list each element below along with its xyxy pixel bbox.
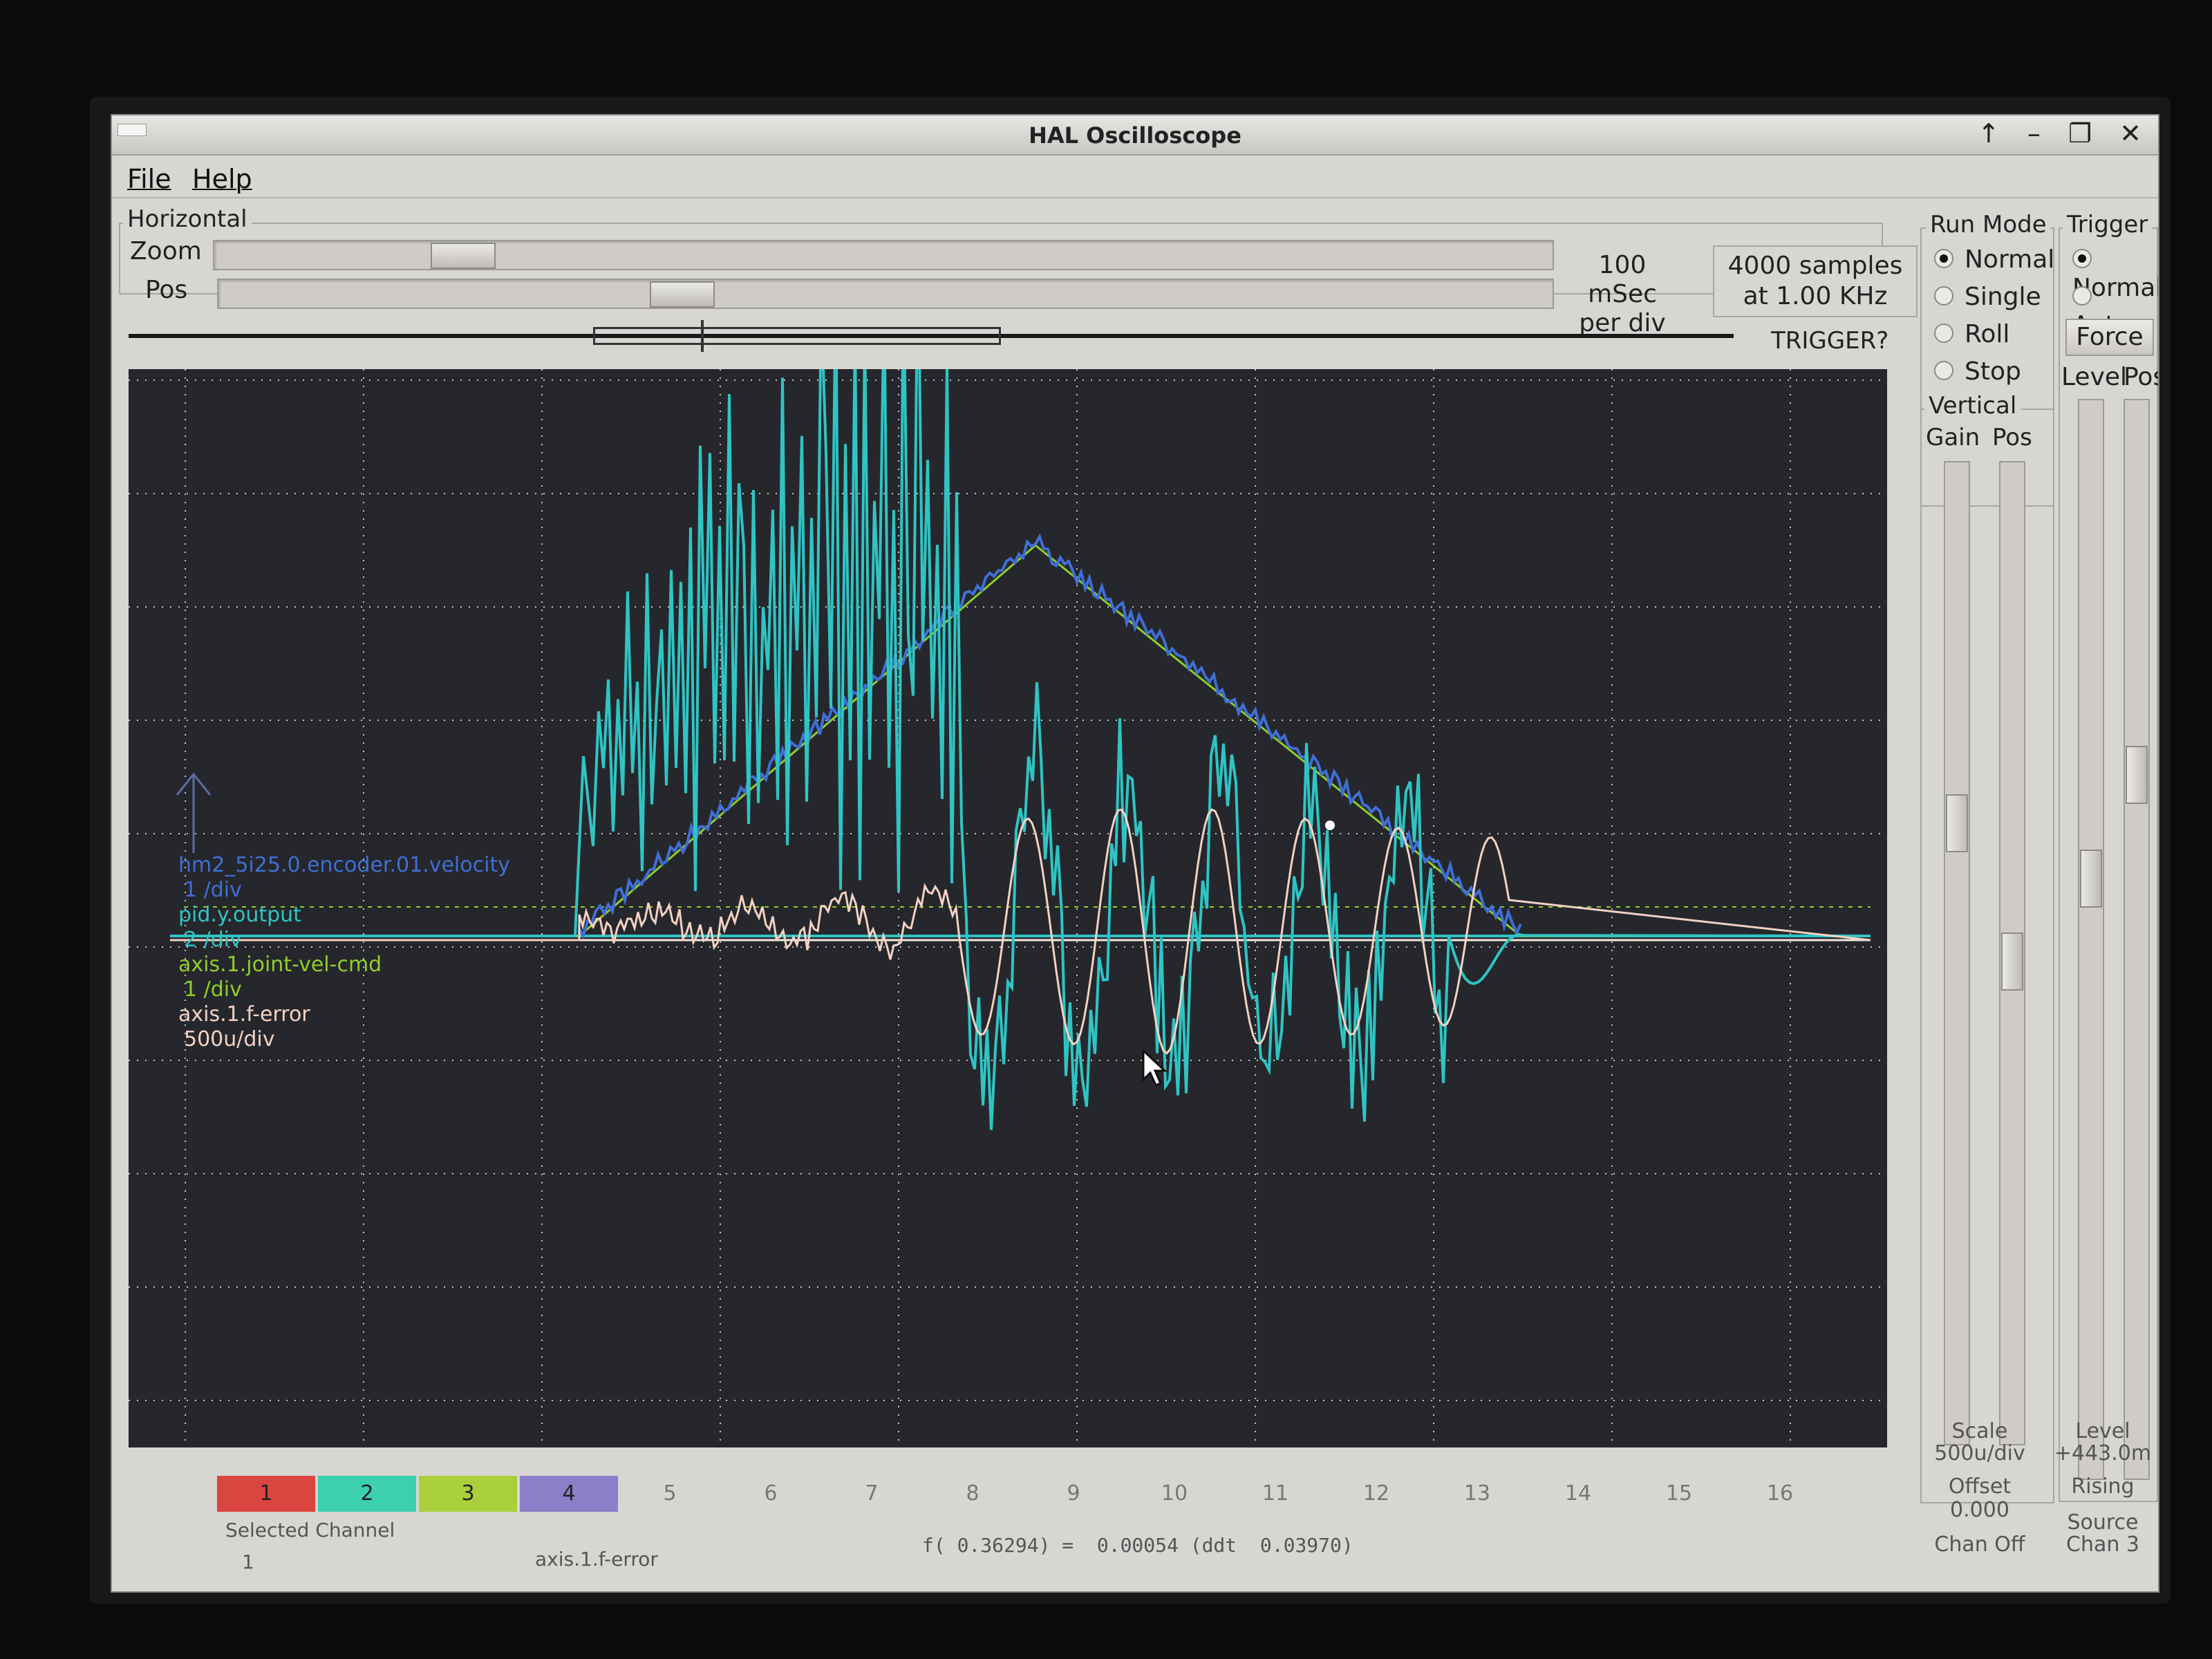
pos-label: Pos xyxy=(145,276,188,304)
vertical-pos-slider[interactable] xyxy=(1999,461,2025,1445)
samples-rate: at 1.00 KHz xyxy=(1743,282,1888,310)
vertical-gain-label: Gain xyxy=(1926,424,1980,451)
pos-slider[interactable] xyxy=(217,279,1554,309)
run-mode-normal[interactable]: Normal xyxy=(1934,245,2054,274)
legend-channel-name: axis.1.f-error xyxy=(178,1002,310,1027)
channel-legend: hm2_5i25.0.encoder.01.velocity 1 /div pid.… xyxy=(178,853,510,1052)
hal-oscilloscope-window: HAL Oscilloscope ↑ – ❐ ✕ File Help Horiz… xyxy=(111,114,2159,1593)
radio-trigger-normal-selected[interactable] xyxy=(2072,249,2092,268)
trig-source-label: Source xyxy=(2067,1510,2139,1535)
legend-channel-name: hm2_5i25.0.encoder.01.velocity xyxy=(178,853,510,877)
scale-label: Scale xyxy=(1951,1419,2008,1443)
legend-channel-name: pid.y.output xyxy=(178,903,301,927)
timebase-display: 100 mSec per div xyxy=(1564,251,1681,338)
vertical-label: Vertical xyxy=(1924,392,2021,420)
run-mode-label: Run Mode xyxy=(1926,211,2051,238)
chan-off-button[interactable]: Chan Off xyxy=(1934,1533,2025,1557)
run-mode-roll[interactable]: Roll xyxy=(1934,320,2009,348)
menu-bar: File Help xyxy=(112,156,2158,198)
trigger-pos-label: Pos xyxy=(2124,363,2158,391)
f-error-trace xyxy=(170,808,1871,1055)
horizontal-label: Horizontal xyxy=(123,205,252,233)
trigger-pos-slider[interactable] xyxy=(2124,399,2150,1480)
trig-edge[interactable]: Rising xyxy=(2071,1474,2135,1499)
offset-label: Offset xyxy=(1948,1474,2012,1499)
samples-count: 4000 samples xyxy=(1727,252,1903,280)
radio-stop[interactable] xyxy=(1934,361,1953,380)
pid-output-trace xyxy=(170,369,1871,1130)
trig-source-value[interactable]: Chan 3 xyxy=(2066,1533,2139,1557)
zoom-label: Zoom xyxy=(130,237,202,265)
scale-value[interactable]: 500u/div xyxy=(1934,1441,2025,1465)
timebase-value: 100 mSec xyxy=(1588,251,1657,308)
channel-button-10[interactable]: 10 xyxy=(1161,1481,1188,1506)
window-title: HAL Oscilloscope xyxy=(1029,122,1241,149)
selected-channel-number: 1 xyxy=(242,1550,254,1573)
channel-offset-marker xyxy=(176,772,212,853)
channel-button-13[interactable]: 13 xyxy=(1463,1481,1491,1506)
trigger-label: Trigger xyxy=(2063,211,2153,238)
legend-channel-name: axis.1.joint-vel-cmd xyxy=(178,953,382,977)
trigger-level-label: Level xyxy=(2061,363,2128,391)
zoom-slider[interactable] xyxy=(213,240,1554,270)
channel-button-16[interactable]: 16 xyxy=(1766,1481,1794,1506)
channel-button-8[interactable]: 8 xyxy=(966,1481,980,1506)
vertical-group xyxy=(1920,409,2054,1503)
channel-button-6[interactable]: 6 xyxy=(764,1481,778,1506)
zoom-slider-thumb[interactable] xyxy=(431,243,496,269)
trig-level-label: Level xyxy=(2075,1419,2130,1443)
vertical-gain-slider[interactable] xyxy=(1944,461,1970,1445)
vertical-gain-thumb[interactable] xyxy=(1946,794,1968,852)
encoder-velocity-trace xyxy=(578,533,1522,940)
menu-help[interactable]: Help xyxy=(192,164,252,194)
legend-channel-scale: 500u/div xyxy=(184,1027,275,1051)
trigger-level-slider[interactable] xyxy=(2078,399,2104,1480)
legend-channel-scale: 2 /div xyxy=(184,928,242,952)
channel-button-9[interactable]: 9 xyxy=(1067,1481,1080,1506)
run-mode-single[interactable]: Single xyxy=(1934,283,2041,311)
scope-display[interactable]: hm2_5i25.0.encoder.01.velocity 1 /div pid.… xyxy=(129,369,1887,1447)
radio-trigger-auto[interactable] xyxy=(2072,286,2092,306)
scope-traces xyxy=(129,369,1887,1447)
trigger-pos-thumb[interactable] xyxy=(2126,746,2148,804)
title-bar[interactable]: HAL Oscilloscope ↑ – ❐ ✕ xyxy=(112,115,2158,156)
channel-button-7[interactable]: 7 xyxy=(865,1481,879,1506)
legend-channel-scale: 1 /div xyxy=(184,878,242,902)
legend-channel-scale: 1 /div xyxy=(184,977,242,1002)
channel-button-14[interactable]: 14 xyxy=(1564,1481,1592,1506)
trigger-level-thumb[interactable] xyxy=(2080,850,2102,908)
channel-button-11[interactable]: 11 xyxy=(1262,1481,1289,1506)
record-visible-window[interactable] xyxy=(593,327,1001,345)
cursor-readout: f( 0.36294) = 0.00054 (ddt 0.03970) xyxy=(922,1534,1353,1557)
trigger-status: TRIGGER? xyxy=(1771,327,1889,355)
timebase-unit: per div xyxy=(1579,309,1666,337)
channel-button-2[interactable]: 2 xyxy=(318,1476,416,1512)
vertical-pos-thumb[interactable] xyxy=(2001,932,2023,991)
window-controls[interactable]: ↑ – ❐ ✕ xyxy=(1978,118,2151,149)
sample-rate-display: 4000 samples at 1.00 KHz xyxy=(1713,245,1918,317)
channel-button-1[interactable]: 1 xyxy=(217,1476,315,1512)
channel-button-5[interactable]: 5 xyxy=(663,1481,677,1506)
pos-slider-thumb[interactable] xyxy=(650,281,715,308)
trigger-marker xyxy=(701,320,704,352)
window-menu-icon[interactable] xyxy=(118,124,147,136)
run-mode-stop[interactable]: Stop xyxy=(1934,357,2021,386)
vertical-pos-label: Pos xyxy=(1992,424,2032,451)
channel-button-4[interactable]: 4 xyxy=(520,1476,618,1512)
radio-roll[interactable] xyxy=(1934,324,1953,343)
selected-channel-name: axis.1.f-error xyxy=(535,1548,658,1571)
selected-channel-label: Selected Channel xyxy=(225,1519,395,1541)
menu-file[interactable]: File xyxy=(127,164,171,194)
channel-button-12[interactable]: 12 xyxy=(1362,1481,1390,1506)
radio-normal-selected[interactable] xyxy=(1934,249,1953,268)
trig-level-value[interactable]: +443.0m xyxy=(2054,1441,2152,1465)
radio-single[interactable] xyxy=(1934,286,1953,306)
force-trigger-button[interactable]: Force xyxy=(2065,319,2154,356)
offset-value[interactable]: 0.000 xyxy=(1950,1498,2009,1522)
record-overview-bar[interactable] xyxy=(129,334,1734,338)
cursor-point-marker xyxy=(1325,821,1335,830)
channel-button-3[interactable]: 3 xyxy=(419,1476,517,1512)
channel-button-15[interactable]: 15 xyxy=(1665,1481,1693,1506)
